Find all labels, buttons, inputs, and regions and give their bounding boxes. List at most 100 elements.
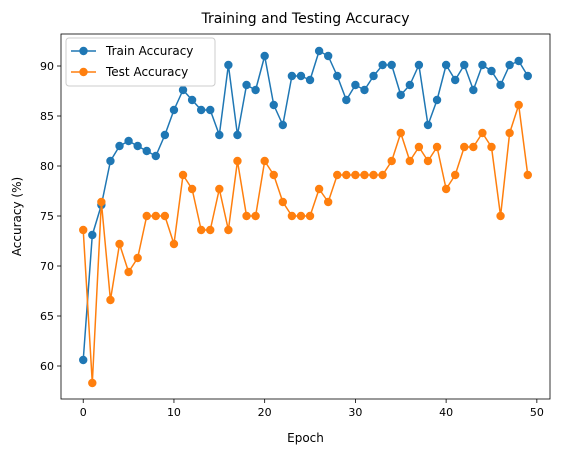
train-accuracy-point — [333, 71, 342, 81]
train-accuracy-point — [314, 46, 324, 56]
y-tick-label: 90 — [40, 60, 54, 73]
test-accuracy-point — [460, 142, 469, 152]
test-accuracy-legend-marker — [79, 67, 88, 77]
train-accuracy-point — [233, 130, 242, 140]
test-accuracy-point — [278, 197, 288, 207]
test-accuracy-point — [450, 170, 460, 180]
train-accuracy-point — [106, 156, 115, 166]
test-accuracy-point — [496, 211, 505, 221]
train-accuracy-point — [115, 141, 124, 151]
test-accuracy-point — [215, 184, 224, 194]
test-accuracy-point — [514, 100, 523, 110]
train-accuracy-point — [378, 60, 387, 70]
test-accuracy-point — [287, 211, 297, 221]
test-accuracy-point — [423, 156, 433, 166]
train-accuracy-point — [224, 60, 233, 70]
test-accuracy-point — [106, 295, 115, 305]
train-accuracy-point — [296, 71, 306, 81]
x-tick-label: 0 — [80, 406, 87, 419]
test-accuracy-point — [124, 267, 133, 277]
y-tick-label: 60 — [40, 360, 54, 373]
x-tick-label: 10 — [167, 406, 181, 419]
train-accuracy-point — [124, 136, 133, 146]
test-accuracy-point — [224, 225, 233, 235]
train-accuracy-point — [215, 130, 224, 140]
train-accuracy-point — [405, 80, 415, 90]
train-accuracy-point — [441, 60, 451, 70]
y-tick-label: 85 — [40, 110, 54, 123]
y-tick-label: 75 — [40, 210, 54, 223]
train-accuracy-point — [133, 141, 142, 151]
test-accuracy-point — [314, 184, 324, 194]
test-accuracy-point — [178, 170, 188, 180]
test-accuracy-point — [441, 184, 451, 194]
test-accuracy-point — [469, 142, 478, 152]
test-accuracy-point — [351, 170, 360, 180]
plot-series — [79, 46, 532, 388]
test-accuracy-point — [342, 170, 351, 180]
test-accuracy-point — [133, 253, 142, 263]
test-accuracy-point — [387, 156, 396, 166]
test-accuracy-point — [360, 170, 369, 180]
y-tick-label: 80 — [40, 160, 54, 173]
train-accuracy-point — [187, 95, 197, 105]
train-accuracy-point — [514, 56, 523, 66]
train-accuracy-point — [505, 60, 514, 70]
test-accuracy-point — [323, 197, 333, 207]
train-accuracy-point — [79, 355, 88, 365]
x-tick-label: 30 — [348, 406, 362, 419]
test-accuracy-point — [196, 225, 206, 235]
x-axis-ticks: 0 10 20 30 40 50 — [80, 399, 544, 419]
train-accuracy-point — [351, 80, 360, 90]
test-accuracy-point — [88, 378, 97, 388]
test-accuracy-legend-label: Test Accuracy — [105, 65, 188, 79]
train-accuracy-point — [260, 51, 269, 61]
test-accuracy-point — [396, 128, 405, 138]
train-accuracy-point — [323, 51, 333, 61]
test-accuracy-point — [206, 225, 215, 235]
train-accuracy-point — [360, 85, 369, 95]
legend: Train Accuracy Test Accuracy — [65, 37, 216, 87]
train-accuracy-point — [278, 120, 288, 130]
train-accuracy-point — [142, 146, 151, 156]
train-accuracy-point — [251, 85, 260, 95]
train-accuracy-point — [151, 151, 161, 161]
x-tick-label: 20 — [258, 406, 272, 419]
test-accuracy-point — [97, 197, 106, 207]
test-accuracy-point — [487, 142, 496, 152]
y-axis-ticks: 60 65 70 75 80 85 90 — [40, 60, 61, 373]
train-accuracy-point — [369, 71, 378, 81]
train-accuracy-point — [487, 66, 496, 76]
train-accuracy-point — [423, 120, 433, 130]
test-accuracy-point — [251, 211, 260, 221]
train-accuracy-point — [478, 60, 487, 70]
train-accuracy-point — [432, 95, 442, 105]
train-accuracy-legend-label: Train Accuracy — [105, 44, 193, 58]
train-accuracy-point — [305, 75, 315, 85]
train-accuracy-point — [460, 60, 469, 70]
test-accuracy-point — [369, 170, 378, 180]
test-accuracy-point — [242, 211, 251, 221]
test-accuracy-point — [414, 142, 424, 152]
train-accuracy-point — [169, 105, 179, 115]
train-accuracy-point — [496, 80, 505, 90]
legend-box — [65, 37, 216, 87]
train-accuracy-point — [387, 60, 396, 70]
train-accuracy-legend-marker — [79, 46, 88, 56]
test-accuracy-point — [333, 170, 342, 180]
plot-frame — [60, 33, 551, 400]
train-accuracy-point — [342, 95, 351, 105]
test-accuracy-point — [115, 239, 124, 249]
test-accuracy-point — [405, 156, 415, 166]
test-accuracy-point — [169, 239, 179, 249]
train-accuracy-point — [88, 230, 97, 240]
x-tick-label: 50 — [530, 406, 544, 419]
test-accuracy-point — [233, 156, 242, 166]
train-accuracy-point — [160, 130, 170, 140]
test-accuracy-point — [305, 211, 315, 221]
train-accuracy-point — [450, 75, 460, 85]
train-accuracy-point — [396, 90, 405, 100]
train-accuracy-point — [269, 100, 278, 110]
x-axis-label: Epoch — [287, 431, 324, 445]
test-accuracy-point — [432, 142, 442, 152]
